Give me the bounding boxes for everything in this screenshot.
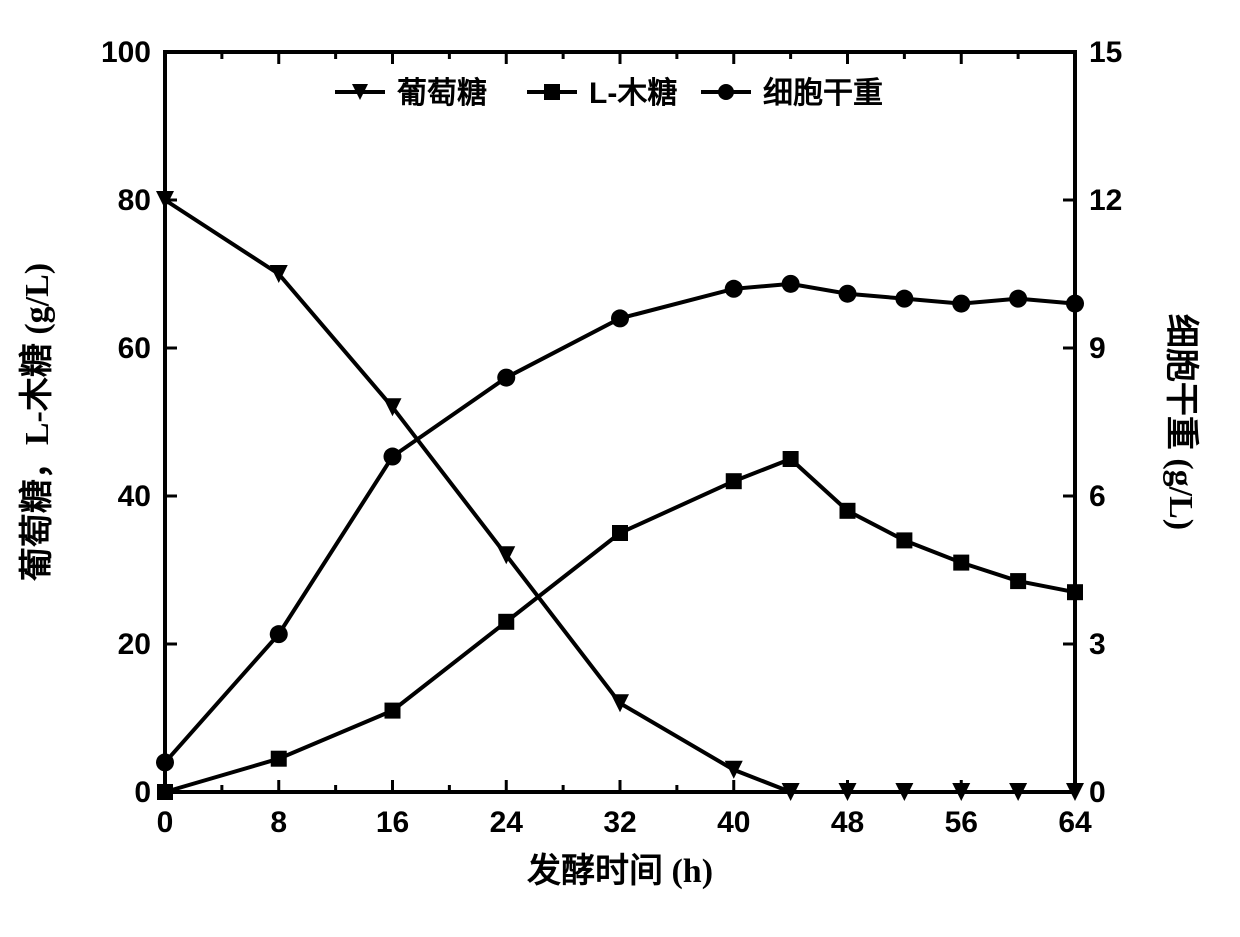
- x-tick-label: 16: [376, 806, 409, 839]
- y-left-axis-title: 葡萄糖，L-木糖 (g/L): [18, 263, 56, 581]
- y-left-tick-label: 100: [101, 36, 151, 69]
- y-right-axis-title: 细胞干重 (g/L): [1162, 314, 1200, 530]
- y-left-tick-label: 60: [118, 332, 151, 365]
- y-left-tick-label: 80: [118, 184, 151, 217]
- y-right-tick-label: 6: [1089, 480, 1106, 513]
- y-right-tick-label: 9: [1089, 332, 1106, 365]
- x-tick-label: 32: [603, 806, 636, 839]
- x-tick-label: 48: [831, 806, 864, 839]
- legend-label: L-木糖: [589, 77, 677, 110]
- y-right-tick-label: 0: [1089, 776, 1106, 809]
- chart-container: 081624324048566402040608010003691215发酵时间…: [0, 0, 1240, 937]
- x-tick-label: 64: [1058, 806, 1092, 839]
- x-tick-label: 56: [945, 806, 978, 839]
- x-tick-label: 0: [157, 806, 174, 839]
- x-axis-title: 发酵时间 (h): [527, 852, 713, 890]
- y-right-tick-label: 12: [1089, 184, 1122, 217]
- y-left-tick-label: 0: [134, 776, 151, 809]
- y-left-tick-label: 20: [118, 628, 151, 661]
- legend-label: 葡萄糖: [397, 77, 487, 110]
- x-tick-label: 8: [270, 806, 287, 839]
- y-right-tick-label: 3: [1089, 628, 1106, 661]
- series-glucose: [156, 191, 1084, 801]
- series-lxylose: [157, 451, 1083, 800]
- legend-label: 细胞干重: [763, 77, 883, 110]
- fermentation-chart: 081624324048566402040608010003691215发酵时间…: [0, 0, 1240, 937]
- x-tick-label: 24: [490, 806, 524, 839]
- legend: 葡萄糖 L-木糖 细胞干重: [335, 77, 883, 110]
- x-tick-label: 40: [717, 806, 750, 839]
- y-left-tick-label: 40: [118, 480, 151, 513]
- y-right-tick-label: 15: [1089, 36, 1122, 69]
